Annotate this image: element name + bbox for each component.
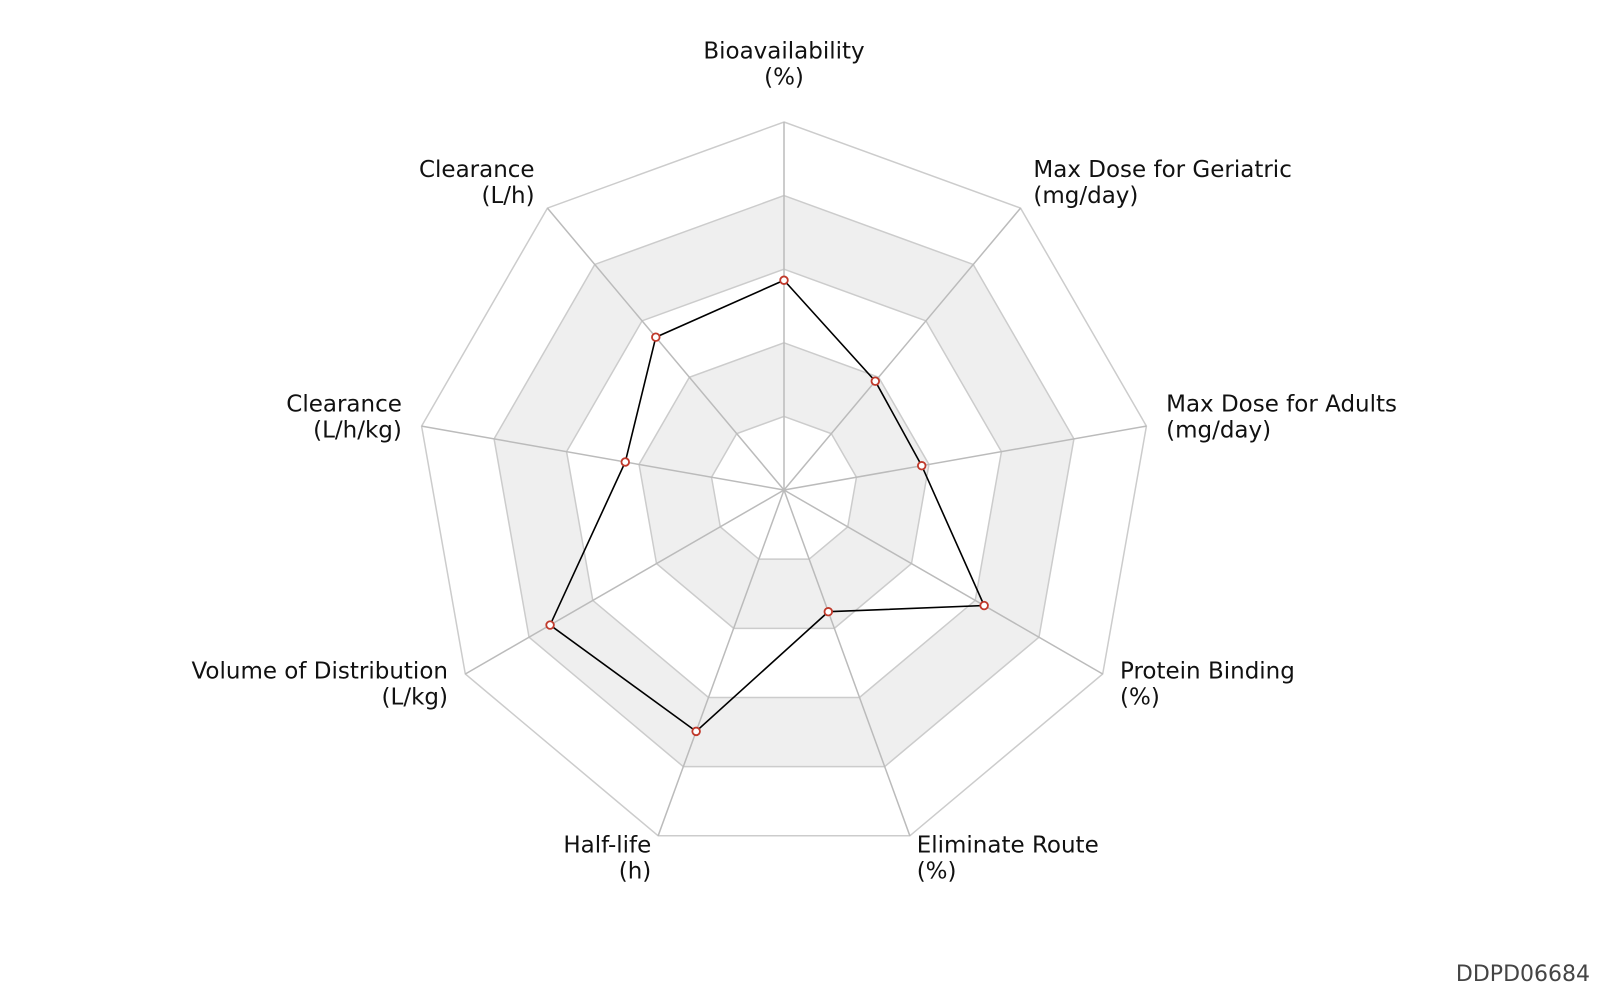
data-point [620, 457, 630, 467]
axis-unit: (%) [1120, 685, 1160, 711]
data-point [779, 275, 789, 285]
axis-unit: (mg/day) [1033, 183, 1138, 209]
data-point [979, 600, 989, 611]
grid-ring [493, 194, 1075, 768]
axis-label: Volume of Distribution [191, 659, 448, 685]
grid-spoke [783, 425, 1147, 491]
grid-spoke [546, 207, 785, 491]
series-line [549, 279, 986, 733]
grid-ring [710, 415, 858, 560]
axis-unit: (L/h) [482, 183, 535, 209]
axis-unit: (%) [917, 859, 957, 885]
grid-ring [638, 342, 930, 630]
axis-label: Clearance [286, 392, 402, 418]
data-point [545, 620, 555, 630]
watermark: DDPD06684 [1456, 962, 1590, 987]
data-point [691, 726, 701, 737]
axis-unit: (L/h/kg) [313, 418, 402, 444]
axis-label: Clearance [419, 157, 535, 183]
data-point [651, 332, 661, 342]
grid-spoke [783, 207, 1022, 491]
grid-spoke [421, 425, 785, 491]
axis-label: Bioavailability [703, 39, 864, 65]
axis-label: Half-life [563, 833, 651, 859]
data-point [917, 461, 927, 471]
axis-label: Max Dose for Adults [1166, 392, 1397, 418]
grid-ring [565, 268, 1003, 699]
data-point [823, 607, 834, 617]
axis-label: Eliminate Route [917, 833, 1099, 859]
grid-spoke [464, 489, 785, 675]
axis-unit: (mg/day) [1166, 418, 1271, 444]
grid-band [639, 342, 929, 629]
data-point [870, 376, 881, 386]
axis-label: Max Dose for Geriatric [1033, 157, 1291, 183]
axis-unit: (%) [764, 65, 804, 91]
axis-label: Protein Binding [1120, 659, 1295, 685]
grid-spoke [783, 489, 911, 837]
grid-spoke [657, 489, 785, 837]
grid-ring [420, 121, 1148, 837]
grid-spoke [783, 489, 1104, 675]
axis-unit: (L/kg) [382, 685, 448, 711]
axis-unit: (h) [619, 859, 652, 885]
